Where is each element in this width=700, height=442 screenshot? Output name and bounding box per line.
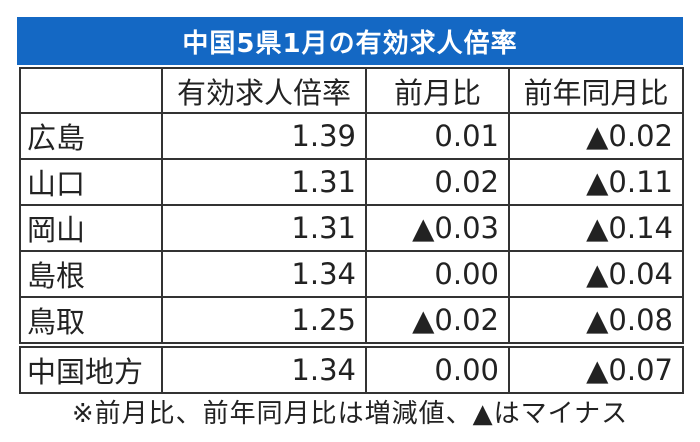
year-change-value: ▲0.08	[508, 296, 684, 346]
month-change-value: 0.02	[365, 158, 510, 206]
total-row: 中国地方 1.34 0.00 ▲0.07	[19, 342, 684, 394]
month-change-value: ▲0.02	[365, 296, 510, 346]
job-ratio-table: 有効求人倍率 前月比 前年同月比 広島 1.39 0.01 ▲0.02 山口 1…	[19, 67, 684, 394]
header-cell-year-change: 前年同月比	[508, 67, 684, 114]
prefecture-name: 山口	[19, 158, 163, 206]
month-change-value: 0.00	[365, 342, 510, 394]
table-row: 広島 1.39 0.01 ▲0.02	[19, 112, 684, 160]
year-change-value: ▲0.04	[508, 250, 684, 298]
header-cell-month-change: 前月比	[365, 67, 510, 114]
month-change-value: 0.00	[365, 250, 510, 298]
year-change-value: ▲0.07	[508, 342, 684, 394]
ratio-value: 1.25	[161, 296, 367, 346]
header-row: 有効求人倍率 前月比 前年同月比	[19, 67, 684, 114]
table-row: 鳥取 1.25 ▲0.02 ▲0.08	[19, 296, 684, 346]
table-row: 岡山 1.31 ▲0.03 ▲0.14	[19, 204, 684, 252]
table-row: 山口 1.31 0.02 ▲0.11	[19, 158, 684, 206]
footnote: ※前月比、前年同月比は増減値、▲はマイナス	[71, 399, 629, 429]
ratio-value: 1.34	[161, 250, 367, 298]
year-change-value: ▲0.02	[508, 112, 684, 160]
prefecture-name: 広島	[19, 112, 163, 160]
year-change-value: ▲0.11	[508, 158, 684, 206]
header-cell-region	[19, 67, 163, 114]
ratio-value: 1.31	[161, 158, 367, 206]
month-change-value: 0.01	[365, 112, 510, 160]
year-change-value: ▲0.14	[508, 204, 684, 252]
region-total-name: 中国地方	[19, 342, 163, 394]
header-cell-ratio: 有効求人倍率	[161, 67, 367, 114]
ratio-value: 1.34	[161, 342, 367, 394]
ratio-value: 1.39	[161, 112, 367, 160]
month-change-value: ▲0.03	[365, 204, 510, 252]
prefecture-name: 島根	[19, 250, 163, 298]
table-title: 中国5県1月の有効求人倍率	[17, 17, 683, 65]
prefecture-name: 鳥取	[19, 296, 163, 346]
prefecture-name: 岡山	[19, 204, 163, 252]
table-row: 島根 1.34 0.00 ▲0.04	[19, 250, 684, 298]
ratio-value: 1.31	[161, 204, 367, 252]
